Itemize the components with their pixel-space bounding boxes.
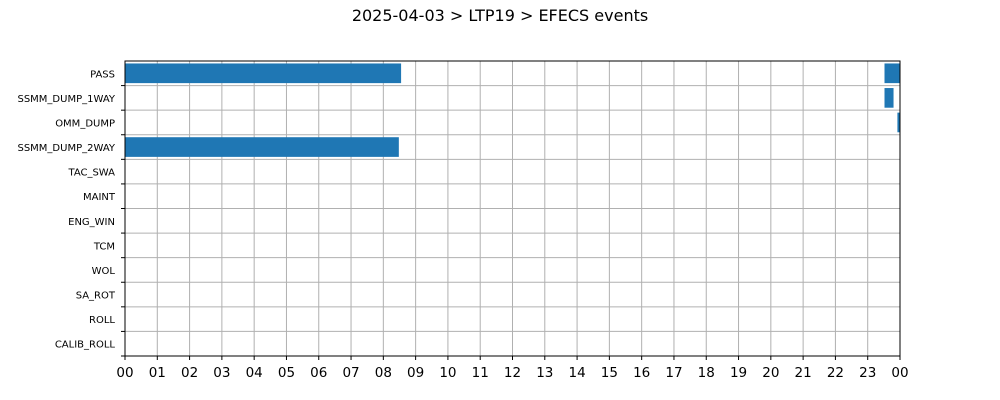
y-tick-label: MAINT [83, 192, 116, 203]
x-tick-label: 06 [310, 365, 327, 381]
x-tick-label: 01 [149, 365, 166, 381]
chart-title: 2025-04-03 > LTP19 > EFECS events [351, 6, 649, 25]
event-bar [884, 63, 900, 84]
x-tick-label: 20 [762, 365, 779, 381]
y-tick-label: WOL [92, 266, 116, 277]
event-bar [884, 88, 894, 108]
x-tick-label: 11 [472, 365, 489, 381]
y-tick-label: OMM_DUMP [55, 118, 115, 129]
x-tick-label: 19 [730, 365, 747, 381]
x-tick-label: 10 [439, 365, 456, 381]
x-tick-label: 00 [116, 365, 133, 381]
x-tick-label: 12 [504, 365, 521, 381]
x-tick-label: 15 [601, 365, 618, 381]
x-tick-label: 03 [213, 365, 230, 381]
event-bar [125, 137, 399, 157]
x-tick-label: 22 [827, 365, 844, 381]
x-tick-label: 18 [698, 365, 715, 381]
x-tick-label: 21 [795, 365, 812, 381]
event-bars [125, 63, 900, 157]
y-tick-label: SA_ROT [76, 291, 116, 302]
event-bar [897, 112, 900, 133]
y-tick-label: ENG_WIN [68, 217, 115, 228]
y-tick-label: SSMM_DUMP_1WAY [17, 94, 115, 105]
x-tick-label: 09 [407, 365, 424, 381]
y-tick-label: TAC_SWA [67, 168, 115, 179]
y-tick-label: SSMM_DUMP_2WAY [17, 143, 115, 154]
y-axis-ticks: PASS SSMM_DUMP_1WAY OMM_DUMP SSMM_DUMP_2WAY… [17, 69, 125, 357]
x-tick-label: 14 [568, 365, 585, 381]
x-tick-label: 02 [181, 365, 198, 381]
y-tick-label: TCM [93, 241, 115, 252]
x-tick-label: 07 [342, 365, 359, 381]
y-tick-label: ROLL [89, 315, 115, 326]
event-bar [125, 63, 402, 84]
x-tick-label: 04 [246, 365, 263, 381]
y-tick-label: CALIB_ROLL [55, 340, 116, 351]
x-tick-label: 16 [633, 365, 650, 381]
x-tick-label: 08 [375, 365, 392, 381]
x-tick-label: 13 [536, 365, 553, 381]
x-tick-label: 05 [278, 365, 295, 381]
x-tick-label: 23 [859, 365, 876, 381]
x-tick-label: 17 [665, 365, 682, 381]
grid-lines [125, 61, 900, 356]
x-tick-label: 00 [891, 365, 908, 381]
x-axis-ticks: 00 01 02 03 04 05 06 07 08 09 10 11 12 13 14 15 16 17 18 19… [116, 356, 909, 381]
y-tick-label: PASS [90, 69, 115, 80]
